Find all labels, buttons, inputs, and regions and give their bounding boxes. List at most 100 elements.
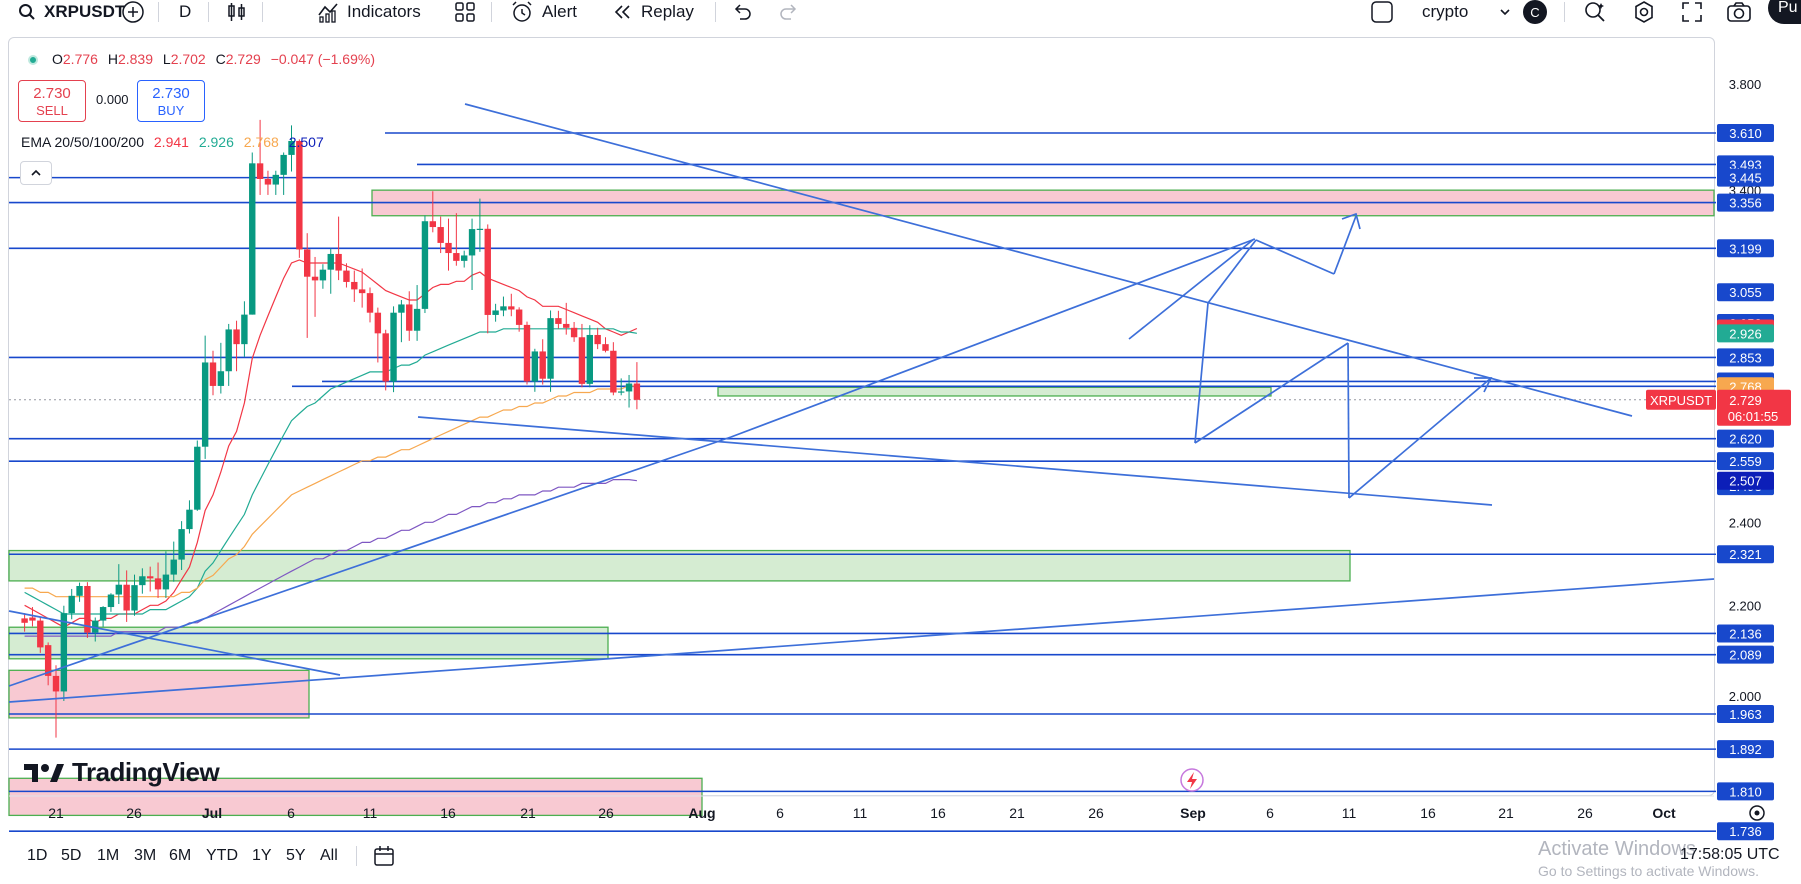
rising-trendline-ext[interactable] [730,238,1256,438]
candle-body[interactable] [625,383,633,392]
candle-body[interactable] [633,383,641,400]
undo-button[interactable] [731,0,753,24]
candle-body[interactable] [44,645,52,676]
period-button-6m[interactable]: 6M [169,847,192,864]
candle-body[interactable] [162,574,170,590]
projection-to-target[interactable] [1207,239,1257,304]
projection-alt-leg[interactable] [1194,342,1349,444]
fullscreen-button[interactable] [1680,0,1704,24]
chart-type-button[interactable] [226,0,248,24]
candle-body[interactable] [508,306,515,310]
interval-button[interactable]: D [179,2,192,21]
long-support-trendline[interactable] [8,578,1715,703]
candle-body[interactable] [578,337,586,384]
period-button-5d[interactable]: 5D [61,847,82,864]
indicators-button[interactable]: Indicators [317,0,421,24]
candle-body[interactable] [201,362,209,447]
candle-body[interactable] [492,310,499,315]
candle-body[interactable] [398,304,405,313]
candle-body[interactable] [264,179,272,185]
candle-body[interactable] [123,584,130,611]
period-button-5y[interactable]: 5Y [286,847,306,864]
candle-body[interactable] [406,304,413,331]
candle-body[interactable] [288,140,295,155]
snapshot-button[interactable] [1726,0,1752,24]
candle-body[interactable] [225,329,232,372]
redo-button[interactable] [778,0,800,24]
period-button-1m[interactable]: 1M [97,847,120,864]
sell-button[interactable]: 2.730 SELL [18,80,86,122]
layout-name-button[interactable]: crypto [1422,0,1512,24]
templates-button[interactable] [454,0,476,24]
candle-body[interactable] [437,227,444,243]
short-resistance-line[interactable] [8,610,341,676]
date-range-button[interactable] [372,836,396,876]
candle-body[interactable] [37,620,44,648]
buy-button[interactable]: 2.730 BUY [137,80,205,122]
candle-body[interactable] [586,334,593,384]
candle-body[interactable] [170,559,177,575]
candle-body[interactable] [68,595,75,614]
candle-body[interactable] [21,618,28,623]
candle-body[interactable] [366,293,374,313]
candle-body[interactable] [272,174,279,185]
layout-toggle[interactable] [1370,0,1394,24]
candle-body[interactable] [382,333,389,382]
candle-body[interactable] [531,351,539,382]
candle-body[interactable] [52,675,60,692]
candle-body[interactable] [233,329,240,345]
candle-body[interactable] [358,289,366,294]
candle-body[interactable] [570,327,578,338]
candle-body[interactable] [29,617,36,621]
candle-body[interactable] [209,362,217,386]
candle-body[interactable] [327,253,334,270]
candle-body[interactable] [99,607,107,621]
candle-body[interactable] [311,276,319,281]
candle-body[interactable] [319,269,327,281]
candle-body[interactable] [186,509,193,530]
candle-body[interactable] [217,371,225,386]
candle-body[interactable] [610,350,617,393]
period-button-1d[interactable]: 1D [27,847,48,864]
candle-body[interactable] [476,228,484,230]
candle-body[interactable] [296,140,303,250]
candle-body[interactable] [280,154,287,175]
collapse-legend-button[interactable] [20,161,52,185]
candle-body[interactable] [147,576,154,579]
candle-body[interactable] [523,324,531,382]
period-button-3m[interactable]: 3M [134,847,157,864]
settings-button[interactable] [1632,0,1656,24]
candle-body[interactable] [131,585,138,611]
candle-body[interactable] [484,228,491,315]
rising-trendline[interactable] [8,436,732,687]
candle-body[interactable] [445,242,452,254]
candle-body[interactable] [178,529,185,560]
candle-body[interactable] [76,585,83,596]
descending-trendline[interactable] [464,103,1633,417]
alert-button[interactable]: Alert [510,0,577,24]
candle-body[interactable] [453,253,460,261]
candle-body[interactable] [468,229,476,256]
candle-body[interactable] [563,323,570,328]
candle-body[interactable] [547,318,554,379]
candle-body[interactable] [555,318,562,324]
symbol-search[interactable]: XRPUSDT [18,0,125,24]
candle-body[interactable] [194,446,201,510]
candle-body[interactable] [413,308,421,331]
projection-jump[interactable] [1194,302,1209,444]
period-button-ytd[interactable]: YTD [206,847,238,864]
compare-button[interactable] [121,0,145,24]
candle-body[interactable] [256,163,264,180]
projection-final[interactable] [1333,215,1357,275]
candle-body[interactable] [154,578,162,590]
candle-body[interactable] [304,249,311,277]
candle-body[interactable] [115,584,122,595]
candle-body[interactable] [343,270,350,282]
projection-upper-leg[interactable] [1128,238,1255,340]
candle-body[interactable] [84,585,91,633]
candle-body[interactable] [500,306,507,311]
candle-body[interactable] [461,255,468,261]
publish-button[interactable]: Pu [1768,0,1801,24]
candle-body[interactable] [241,314,248,345]
